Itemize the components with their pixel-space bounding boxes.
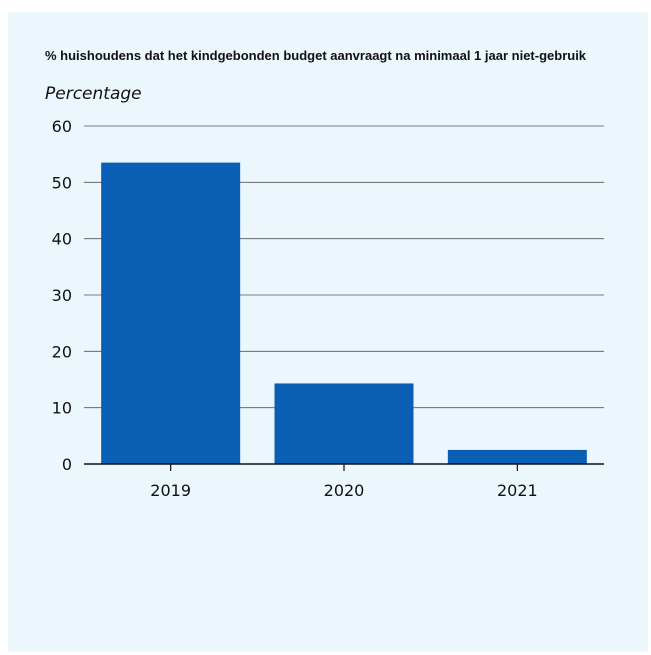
y-tick-label: 60 bbox=[52, 117, 72, 136]
y-tick-label: 50 bbox=[52, 173, 72, 192]
chart-title: % huishoudens dat het kindgebonden budge… bbox=[45, 48, 587, 63]
y-tick-label: 0 bbox=[62, 455, 72, 474]
x-tick-labels: 2019 2020 2021 bbox=[150, 481, 537, 500]
bars bbox=[101, 162, 587, 464]
bar-2021 bbox=[447, 449, 587, 464]
bar-2019 bbox=[101, 162, 241, 464]
y-tick-label: 10 bbox=[52, 399, 72, 418]
y-tick-label: 40 bbox=[52, 230, 72, 249]
x-tick-label: 2021 bbox=[497, 481, 538, 500]
y-tick-label: 30 bbox=[52, 286, 72, 305]
y-tick-label: 20 bbox=[52, 342, 72, 361]
x-axis bbox=[84, 463, 604, 471]
y-axis-label: Percentage bbox=[45, 84, 142, 104]
x-tick-label: 2019 bbox=[150, 481, 191, 500]
x-tick-label: 2020 bbox=[324, 481, 365, 500]
bar-2020 bbox=[274, 383, 414, 464]
y-tick-labels: 0 10 20 30 40 50 60 bbox=[52, 117, 72, 474]
